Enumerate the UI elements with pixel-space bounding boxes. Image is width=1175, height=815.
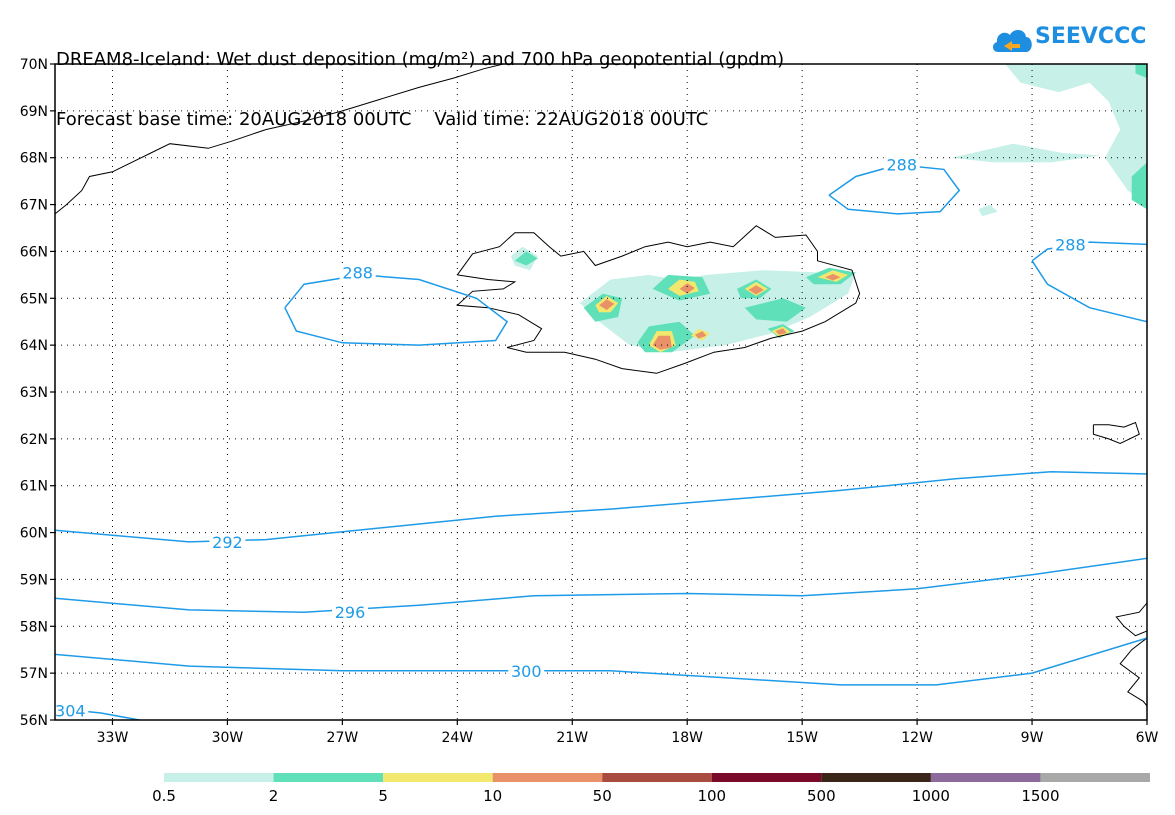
lat-label-70N: 70N — [20, 57, 48, 73]
legend-label-2: 2 — [269, 787, 279, 805]
legend-swatch-5 — [711, 773, 822, 782]
axis-labels: 70N 69N 68N 67N 66N 65N 64N 63N 62N 61N 60N 59N 58N 5… — [20, 57, 1159, 746]
lat-label-64N: 64N — [20, 338, 48, 354]
deposition-area-10-22 — [599, 299, 615, 310]
contour-label-292: 292 — [212, 533, 243, 552]
lat-label-66N: 66N — [20, 244, 48, 260]
legend-label-5: 5 — [378, 787, 388, 805]
lon-label-12W: 12W — [901, 730, 933, 746]
lat-label-67N: 67N — [20, 198, 48, 214]
contour-label-bg — [339, 263, 376, 282]
contour-label-296: 296 — [335, 603, 366, 622]
color-legend: 0.5 2 5 10 50 100 500 1000 1500 — [152, 773, 1150, 805]
iceland-coast — [456, 225, 861, 374]
legend-swatch-6 — [821, 773, 931, 782]
lat-label-69N: 69N — [20, 104, 48, 120]
contour-288-0 — [284, 274, 509, 346]
coastlines — [55, 64, 1147, 707]
contour-label-bg — [209, 532, 246, 551]
deposition-area-0.5-4 — [978, 204, 998, 217]
legend-label-10: 10 — [483, 787, 502, 805]
deposition-area-2-14 — [514, 251, 538, 266]
legend-label-0.5: 0.5 — [152, 787, 176, 805]
geopotential-contours: 288 288 288 292 296 300 304 — [55, 155, 1147, 721]
lon-label-15W: 15W — [786, 730, 818, 746]
title-line-2: Forecast base time: 20AUG2018 00UTC Vali… — [56, 109, 709, 130]
lon-label-33W: 33W — [97, 730, 129, 746]
cloud-icon — [992, 29, 1032, 52]
legend-label-500: 500 — [807, 787, 836, 805]
graticule — [55, 64, 1147, 720]
contour-label-bg — [332, 603, 369, 622]
deposition-fills — [511, 64, 1147, 353]
deposition-area-2-5 — [1131, 162, 1147, 210]
legend-swatch-2 — [383, 773, 493, 782]
legend-label-1500: 1500 — [1021, 787, 1059, 805]
legend-swatch-4 — [602, 773, 712, 782]
lat-label-62N: 62N — [20, 432, 48, 448]
lat-label-59N: 59N — [20, 572, 48, 588]
legend-label-1000: 1000 — [912, 787, 950, 805]
legend-swatch-0 — [164, 773, 274, 782]
contour-300-6 — [55, 637, 1147, 686]
lat-label-65N: 65N — [20, 291, 48, 307]
legend-label-50: 50 — [593, 787, 612, 805]
lon-label-24W: 24W — [441, 730, 473, 746]
contour-label-bg — [883, 155, 920, 174]
lat-label-61N: 61N — [20, 479, 48, 495]
legend-swatch-7 — [930, 773, 1041, 782]
contour-label-288: 288 — [342, 264, 373, 283]
deposition-area-10-24 — [679, 283, 695, 294]
lon-label-18W: 18W — [671, 730, 703, 746]
deposition-area-10-26 — [694, 331, 707, 339]
lon-label-21W: 21W — [556, 730, 588, 746]
lon-label-27W: 27W — [327, 730, 359, 746]
contour-label-300: 300 — [511, 662, 542, 681]
contour-288-1 — [828, 163, 961, 215]
deposition-area-10-28 — [825, 273, 841, 281]
contour-label-304: 304 — [55, 702, 86, 721]
lat-label-68N: 68N — [20, 151, 48, 167]
scotland-north — [1115, 602, 1147, 637]
lat-label-60N: 60N — [20, 526, 48, 542]
lon-label-9W: 9W — [1021, 730, 1044, 746]
seevccc-logo: SEEVCCC — [990, 20, 1146, 60]
deposition-area-0.5-2 — [1005, 64, 1147, 205]
lat-label-57N: 57N — [20, 666, 48, 682]
legend-swatch-3 — [492, 773, 603, 782]
contour-label-bg — [55, 701, 89, 720]
lat-label-58N: 58N — [20, 619, 48, 635]
contour-label-288: 288 — [1055, 235, 1086, 254]
contour-292-4 — [55, 470, 1147, 543]
faroe-islands — [1092, 421, 1140, 445]
legend-swatch-8 — [1040, 773, 1150, 782]
lat-label-63N: 63N — [20, 385, 48, 401]
legend-label-100: 100 — [697, 787, 726, 805]
deposition-area-0.5-3 — [951, 143, 1101, 163]
contour-296-5 — [55, 557, 1147, 613]
deposition-area-2-6 — [1135, 64, 1147, 79]
deposition-area-2-11 — [744, 298, 806, 322]
legend-swatch-1 — [273, 773, 384, 782]
deposition-area-10-25 — [748, 285, 764, 295]
contour-288-3 — [1031, 260, 1147, 323]
deposition-area-10-27 — [775, 328, 787, 335]
deposition-area-10-23 — [652, 335, 672, 350]
lat-label-56N: 56N — [20, 713, 48, 729]
logo-text: SEEVCCC — [1035, 24, 1147, 49]
contour-label-bg — [508, 661, 545, 680]
lon-label-6W: 6W — [1136, 730, 1159, 746]
lon-label-30W: 30W — [212, 730, 244, 746]
scotland-hebrides — [1119, 637, 1147, 707]
contour-label-288: 288 — [887, 156, 918, 175]
greenland-coast — [55, 64, 504, 215]
contour-label-bg — [1052, 235, 1089, 254]
